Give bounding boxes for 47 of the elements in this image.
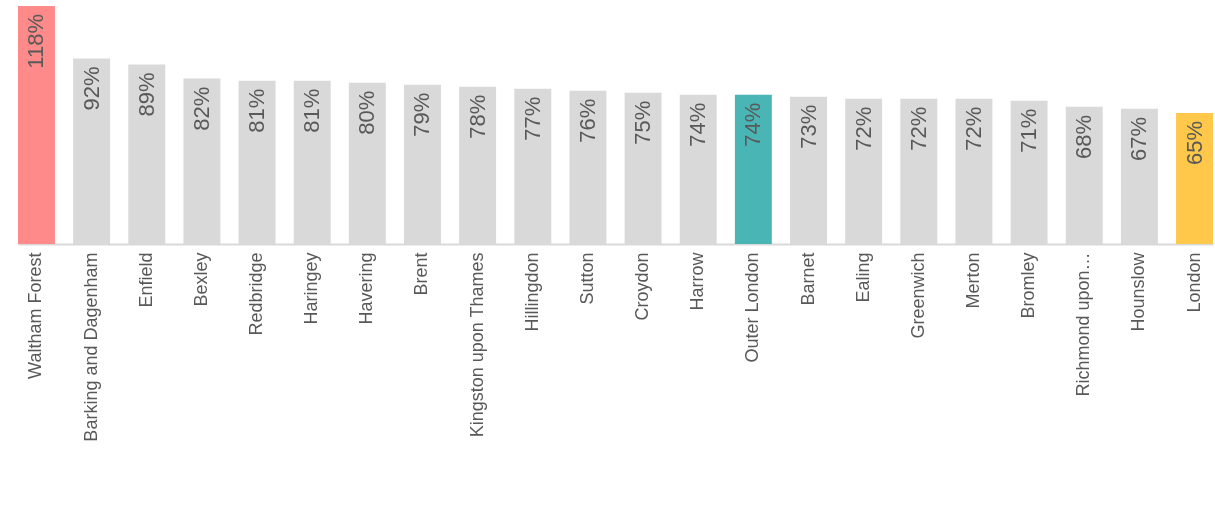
x-tick-label: Ealing: [852, 252, 873, 303]
x-tick-label: Enfield: [135, 252, 156, 308]
x-tick-label: Haringey: [301, 252, 322, 325]
data-label: 72%: [960, 106, 986, 151]
data-label: 74%: [685, 102, 711, 147]
data-label: 71%: [1016, 108, 1042, 153]
data-label: 89%: [133, 72, 159, 117]
x-tick-label: London: [1183, 252, 1204, 313]
data-label: 68%: [1071, 114, 1097, 159]
data-label: 67%: [1126, 116, 1152, 161]
x-tick-label: Harrow: [687, 251, 708, 311]
data-label: 118%: [23, 14, 49, 69]
data-label: 81%: [244, 88, 270, 133]
data-label: 82%: [188, 86, 214, 131]
x-tick-label: Hillingdon: [521, 252, 542, 332]
bar: [734, 94, 772, 244]
x-tick-label: Greenwich: [907, 252, 928, 339]
x-tick-label: Bromley: [1018, 252, 1039, 319]
data-label: 79%: [409, 92, 435, 137]
x-tick-label: Croydon: [632, 252, 653, 321]
data-label: 72%: [850, 106, 876, 151]
data-label: 72%: [905, 106, 931, 151]
x-tick-label: Hounslow: [1128, 251, 1149, 332]
x-tick-label: Merton: [962, 252, 983, 309]
x-tick-label: Kingston upon Thames: [466, 252, 487, 438]
x-tick-label: Barnet: [797, 252, 818, 306]
data-label: 78%: [464, 94, 490, 139]
x-tick-label: Bexley: [190, 252, 211, 307]
data-label: 81%: [299, 88, 325, 133]
data-label: 75%: [630, 100, 656, 145]
data-label: 76%: [574, 98, 600, 143]
data-label: 65%: [1181, 120, 1207, 165]
x-tick-label: Outer London: [742, 252, 763, 363]
x-tick-label: Redbridge: [246, 252, 267, 336]
bar: [1176, 112, 1213, 244]
x-tick-label: Waltham Forest: [25, 252, 46, 379]
x-tick-label: Barking and Dagenham: [80, 252, 101, 442]
x-tick-label: Brent: [411, 252, 432, 296]
x-tick-label: Sutton: [576, 252, 597, 305]
data-label: 74%: [740, 102, 766, 147]
bar: [18, 6, 55, 244]
data-label: 92%: [78, 66, 104, 111]
data-label: 77%: [519, 96, 545, 141]
x-tick-label: Richmond upon…: [1073, 252, 1094, 397]
x-tick-label: Havering: [356, 252, 377, 325]
data-label: 80%: [354, 90, 380, 135]
data-label: 73%: [795, 104, 821, 149]
